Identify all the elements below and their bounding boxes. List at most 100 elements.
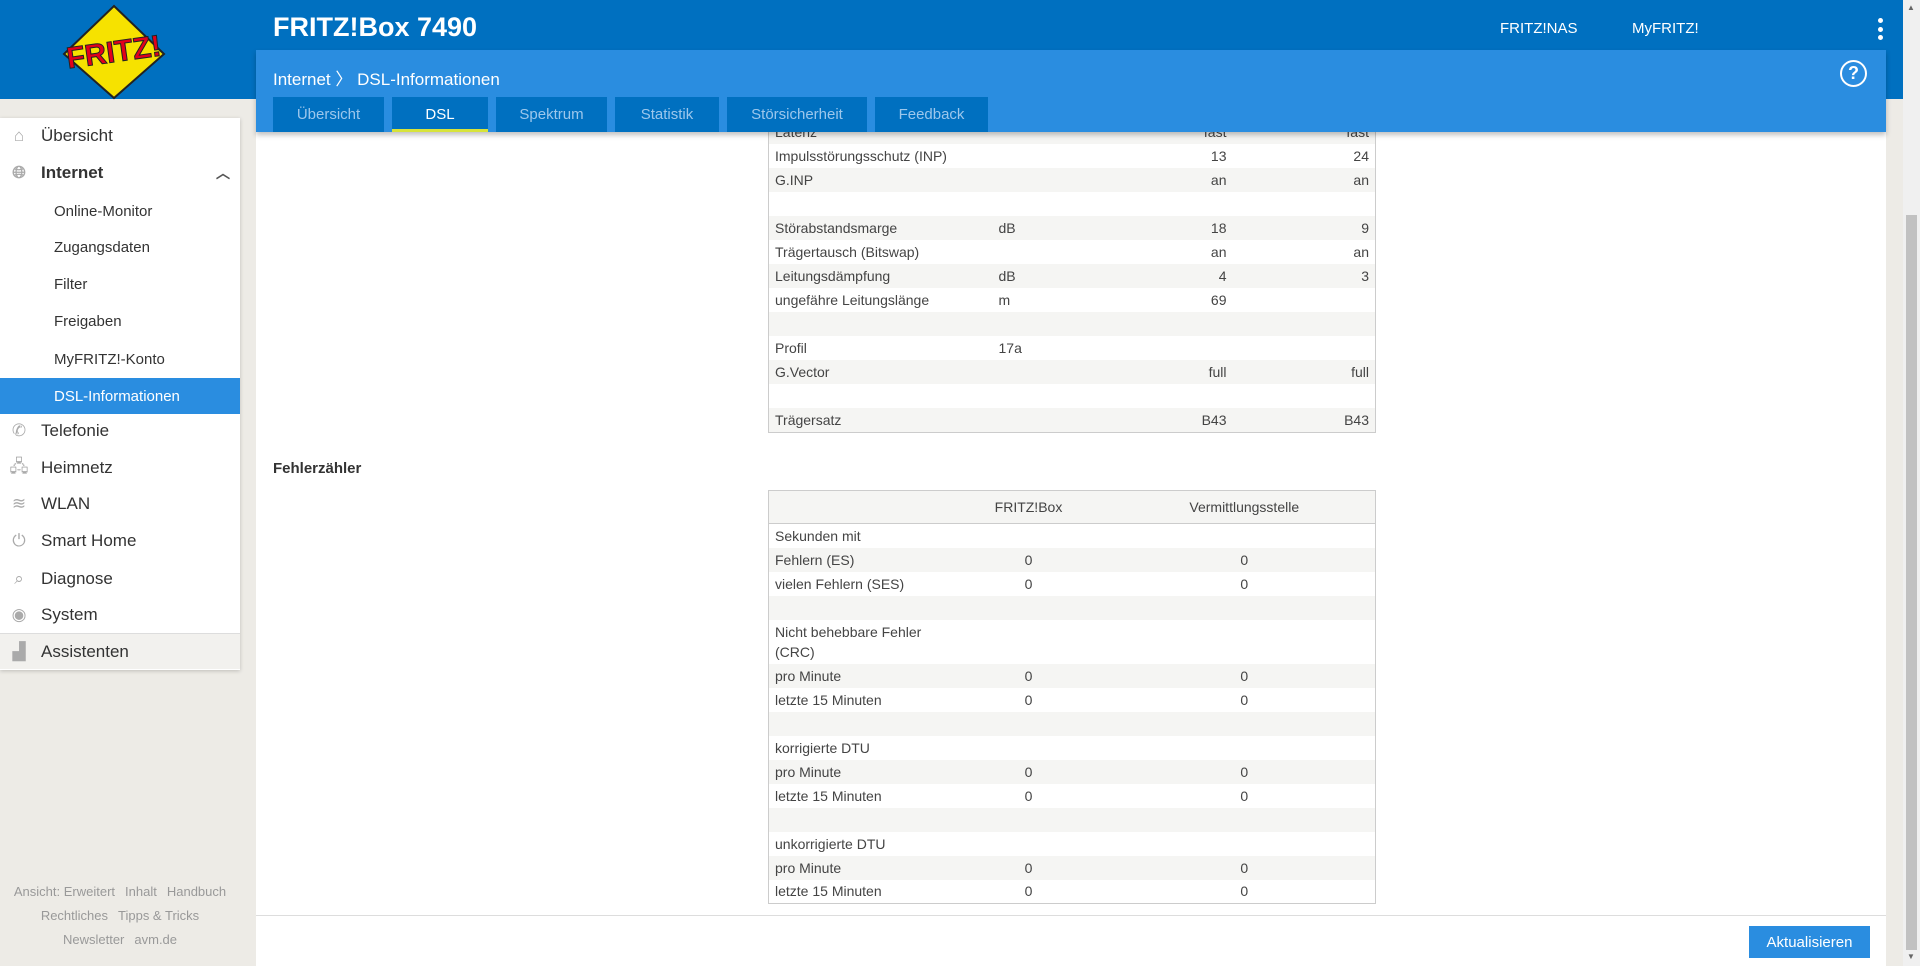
sidebar-item-smart-home[interactable]: ⏻ Smart Home [0, 523, 240, 559]
breadcrumb: Internet 〉 DSL-Informationen [273, 65, 500, 90]
table-row: letzte 15 Minuten 0 0 [769, 784, 1376, 808]
tab-spektrum[interactable]: Spektrum [496, 97, 607, 132]
sidebar-item-wlan[interactable]: ≋ WLAN [0, 486, 240, 522]
scrollbar-thumb[interactable] [1906, 215, 1917, 950]
row-label: pro Minute [768, 663, 944, 688]
page-header: Internet 〉 DSL-Informationen ? Übersicht… [256, 50, 1886, 132]
myfritz-link[interactable]: MyFRITZ! [1632, 20, 1699, 37]
exchange-value [1233, 384, 1376, 408]
table-row: G.INP an an [768, 168, 1376, 192]
sidebar-item-online-monitor[interactable]: Online-Monitor [54, 202, 153, 220]
fritzbox-value: an [1092, 168, 1233, 192]
row-label: Nicht behebbare Fehler (CRC) [775, 623, 922, 660]
exchange-value [1114, 832, 1376, 856]
row-label: Profil [775, 340, 807, 356]
tab-feedback[interactable]: Feedback [875, 97, 988, 132]
fritzbox-value: 0 [943, 855, 1114, 880]
newsletter-link[interactable]: Newsletter [62, 932, 125, 947]
exchange-value: 3 [1232, 264, 1376, 288]
row-label [768, 595, 944, 620]
row-label: ungefähre Leitungslänge [775, 292, 930, 308]
row-unit [993, 384, 1093, 408]
breadcrumb-parent[interactable]: Internet [273, 70, 331, 89]
exchange-value: 0 [1240, 787, 1249, 804]
fritzbox-value [944, 524, 1114, 548]
more-menu-icon[interactable] [1876, 18, 1884, 40]
sidebar-item-freigaben[interactable]: Freigaben [54, 312, 122, 330]
sidebar-item-system[interactable]: ◉ System [0, 597, 240, 633]
row-label: letzte 15 Minuten [775, 883, 882, 900]
row-unit: dB [992, 216, 1093, 240]
chevron-up-icon[interactable]: ︿ [216, 165, 230, 181]
table-row: Trägersatz B43 B43 [768, 408, 1376, 432]
exchange-value [1233, 288, 1376, 312]
row-unit [993, 192, 1093, 216]
row-label: pro Minute [768, 855, 944, 880]
row-label: letzte 15 Minuten [775, 787, 882, 804]
scrollbar[interactable]: ▲ ▼ [1903, 0, 1920, 966]
fritz-logo[interactable]: FRITZ! [52, 4, 176, 100]
fritzbox-value [1093, 192, 1233, 216]
row-unit [993, 240, 1093, 264]
scroll-up-icon[interactable]: ▲ [1907, 3, 1915, 12]
sidebar-item-assistenten[interactable]: ▟ Assistenten [0, 633, 240, 669]
fritzbox-value: 69 [1210, 292, 1227, 308]
sidebar-item-myfritz-konto[interactable]: MyFRITZ!-Konto [54, 350, 165, 368]
help-icon[interactable]: ? [1840, 60, 1867, 87]
sidebar-item-label: System [41, 605, 98, 624]
action-bar: Aktualisieren [256, 915, 1886, 966]
exchange-value [1114, 736, 1376, 760]
sidebar-item-label: Heimnetz [41, 458, 113, 477]
exchange-value [1233, 192, 1376, 216]
refresh-button[interactable]: Aktualisieren [1749, 926, 1870, 958]
row-unit [993, 144, 1093, 168]
sidebar-item-heimnetz[interactable]: 🖧︎ Heimnetz [0, 450, 240, 486]
tab-dsl[interactable]: DSL [392, 97, 488, 132]
row-unit: 17a [998, 340, 1022, 356]
tab-stoersicherheit[interactable]: Störsicherheit [727, 97, 867, 132]
row-label: vielen Fehlern (SES) [775, 575, 905, 592]
fritzbox-value [943, 807, 1114, 832]
fritzbox-value: full [1092, 360, 1233, 384]
exchange-value: 24 [1353, 148, 1369, 164]
legal-link[interactable]: Rechtliches [40, 908, 109, 923]
content-link[interactable]: Inhalt [125, 884, 157, 899]
dsl-values-table: Latenz fast fast Impulsstörungsschutz (INP)… [768, 120, 1376, 433]
error-counter-table: FRITZ!Box Vermittlungsstelle Sekunden mi… [768, 490, 1376, 904]
content-area: Latenz fast fast Impulsstörungsschutz (INP)… [256, 0, 1886, 966]
tab-statistik[interactable]: Statistik [615, 97, 719, 132]
tab-uebersicht[interactable]: Übersicht [273, 97, 384, 132]
smart-home-icon: ⏻ [12, 531, 26, 550]
row-unit [992, 312, 1093, 336]
phone-icon: ✆ [11, 421, 27, 440]
manual-link[interactable]: Handbuch [166, 884, 227, 899]
sidebar-item-label: WLAN [41, 494, 91, 513]
row-label [768, 807, 944, 832]
table-row [769, 192, 1376, 216]
scroll-down-icon[interactable]: ▼ [1907, 952, 1915, 961]
error-counter-heading: Fehlerzähler [273, 460, 362, 477]
table-row: korrigierte DTU [769, 736, 1376, 760]
sidebar-footer: Ansicht: Erweitert Inhalt Handbuch Rechtli… [0, 880, 240, 952]
row-label [769, 192, 993, 216]
sidebar-item-zugangsdaten[interactable]: Zugangsdaten [54, 238, 150, 256]
row-label: Sekunden mit [775, 527, 861, 544]
avm-link[interactable]: avm.de [134, 932, 178, 947]
table-row [768, 312, 1376, 336]
row-label [769, 384, 993, 408]
sidebar-item-telefonie[interactable]: ✆ Telefonie [0, 413, 240, 449]
tips-link[interactable]: Tipps & Tricks [118, 908, 200, 923]
sidebar-item-internet[interactable]: 🌐︎ Internet ︿ [0, 155, 240, 191]
view-mode-link[interactable]: Ansicht: Erweitert [13, 884, 116, 899]
row-label: Störabstandsmarge [768, 216, 993, 240]
wizard-icon: ▟ [12, 641, 26, 661]
sidebar-item-dsl-informationen[interactable]: DSL-Informationen [0, 378, 240, 414]
exchange-value: 0 [1240, 883, 1249, 900]
fritznas-link[interactable]: FRITZ!NAS [1500, 20, 1578, 37]
sidebar-item-uebersicht[interactable]: ⌂ Übersicht [0, 118, 240, 154]
sidebar-item-diagnose[interactable]: ⌕ Diagnose [0, 561, 240, 597]
fritzbox-value [1092, 312, 1233, 336]
fritzbox-value: 0 [943, 663, 1114, 688]
fritzbox-value: B43 [1092, 408, 1233, 432]
sidebar-item-filter[interactable]: Filter [54, 275, 88, 293]
